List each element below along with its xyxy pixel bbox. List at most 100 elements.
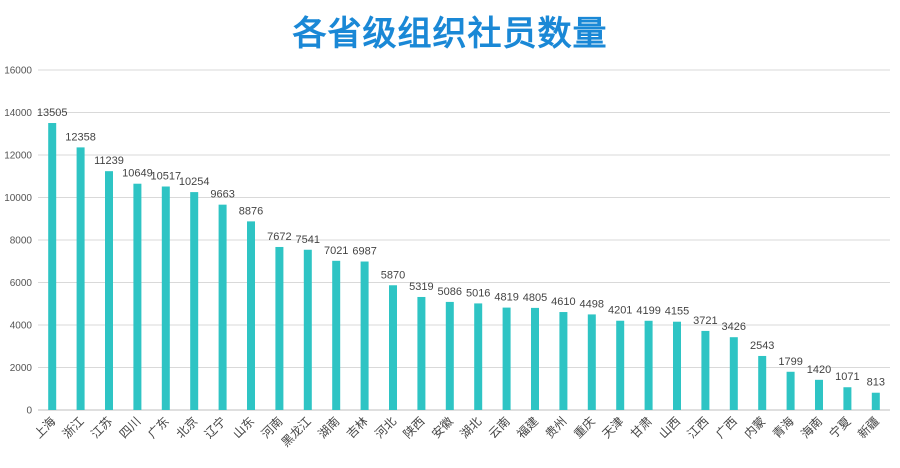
bar <box>729 337 738 410</box>
bar <box>474 303 483 410</box>
x-tick-label: 新疆 <box>854 414 882 442</box>
x-tick-label: 山西 <box>656 414 683 441</box>
data-label: 4498 <box>580 298 604 310</box>
bar <box>417 296 426 410</box>
bar <box>559 312 568 410</box>
x-tick-label: 福建 <box>514 414 542 442</box>
x-tick-label: 上海 <box>31 414 59 442</box>
bar <box>360 261 369 410</box>
data-label: 6987 <box>352 246 376 258</box>
data-label: 4819 <box>494 292 518 304</box>
x-tick-label: 江苏 <box>88 414 115 441</box>
x-tick-label: 四川 <box>117 414 144 441</box>
x-tick-label: 内蒙 <box>741 414 768 441</box>
data-label: 10254 <box>179 176 210 188</box>
bar <box>105 171 113 410</box>
x-tick-label: 北京 <box>173 414 200 441</box>
x-tick-label: 湖北 <box>457 414 485 442</box>
x-tick-label: 宁夏 <box>826 414 854 442</box>
x-tick-label: 青海 <box>769 414 797 442</box>
bar <box>133 183 142 410</box>
x-tick-label: 海南 <box>798 414 826 442</box>
bar <box>616 320 625 410</box>
data-label: 4201 <box>608 305 632 317</box>
bar <box>644 320 653 410</box>
bar <box>445 301 454 410</box>
bar <box>161 186 170 410</box>
x-tick-label: 安徽 <box>428 414 456 442</box>
data-label: 2543 <box>750 340 774 352</box>
y-tick-label: 0 <box>26 406 32 417</box>
bar <box>247 221 255 410</box>
data-label: 11239 <box>94 155 124 167</box>
data-label: 7672 <box>267 231 291 243</box>
bar <box>303 249 312 410</box>
data-label: 1799 <box>778 356 802 368</box>
bar <box>218 204 227 410</box>
bar <box>531 307 539 410</box>
data-label: 5086 <box>438 286 462 298</box>
data-label: 8876 <box>239 205 263 217</box>
x-tick-label: 甘肃 <box>628 414 655 441</box>
bar <box>76 147 85 410</box>
data-label: 10649 <box>122 168 153 180</box>
x-tick-label: 广东 <box>145 414 172 441</box>
y-tick-label: 2000 <box>10 363 33 374</box>
bar <box>389 285 397 410</box>
x-tick-label: 山东 <box>230 414 257 441</box>
bar <box>815 379 823 410</box>
data-label: 7541 <box>296 234 320 246</box>
data-label: 3721 <box>693 315 717 327</box>
bar <box>275 246 284 410</box>
bar <box>502 307 511 410</box>
data-label: 12358 <box>65 131 96 143</box>
x-tick-label: 河北 <box>372 414 399 441</box>
y-tick-label: 10000 <box>4 193 32 204</box>
y-tick-label: 6000 <box>10 278 33 289</box>
x-tick-label: 陕西 <box>400 414 428 442</box>
data-label: 5870 <box>381 269 405 281</box>
data-label: 7021 <box>324 245 348 257</box>
data-label: 10517 <box>151 171 182 183</box>
chart-title: 各省级组织社员数量 <box>292 14 608 54</box>
x-tick-label: 贵州 <box>543 414 570 441</box>
data-label: 4805 <box>523 292 547 304</box>
x-tick-label: 天津 <box>599 414 626 441</box>
x-tick-label: 广西 <box>713 414 740 441</box>
x-tick-label: 江西 <box>685 414 712 441</box>
x-tick-label: 辽宁 <box>201 414 229 442</box>
bar <box>843 387 852 410</box>
x-tick-label: 湖南 <box>315 414 343 442</box>
x-tick-label: 重庆 <box>571 414 598 441</box>
data-label: 1420 <box>807 364 831 376</box>
bar <box>48 123 57 411</box>
y-tick-label: 14000 <box>4 108 32 119</box>
data-label: 5016 <box>466 287 490 299</box>
data-label: 9663 <box>210 189 234 201</box>
bar <box>587 314 596 410</box>
x-tick-label: 浙江 <box>60 414 87 441</box>
bar <box>758 355 767 410</box>
bar <box>786 371 795 410</box>
data-label: 13505 <box>37 107 68 119</box>
bar <box>701 330 710 410</box>
bar <box>332 260 341 410</box>
bar <box>190 192 199 410</box>
data-label: 4610 <box>551 296 575 308</box>
y-tick-label: 16000 <box>4 66 32 77</box>
x-tick-label: 吉林 <box>344 414 371 441</box>
y-tick-label: 8000 <box>10 236 33 247</box>
data-label: 813 <box>867 377 885 389</box>
x-tick-label: 云南 <box>485 414 513 442</box>
data-label: 4199 <box>636 305 660 317</box>
bar <box>673 321 681 410</box>
bar <box>871 392 880 410</box>
y-tick-label: 12000 <box>4 151 32 162</box>
x-tick-label: 黑龙江 <box>279 414 314 449</box>
data-label: 1071 <box>835 371 859 383</box>
data-label: 5319 <box>409 281 433 293</box>
y-tick-label: 4000 <box>10 321 33 332</box>
data-label: 3426 <box>722 321 746 333</box>
